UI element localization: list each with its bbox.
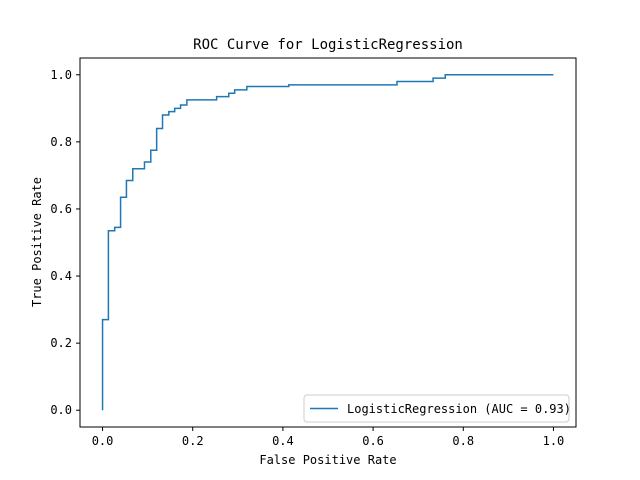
plot-frame	[79, 57, 577, 428]
legend-entry-label: LogisticRegression (AUC = 0.93)	[347, 402, 571, 416]
y-tick-label: 0.8	[50, 135, 72, 149]
x-tick-label: 0.4	[272, 434, 294, 448]
legend-box	[303, 394, 570, 423]
x-tick-label: 0.2	[182, 434, 204, 448]
y-tick-label: 0.4	[50, 269, 72, 283]
y-tick-label: 1.0	[50, 68, 72, 82]
x-tick-label: 0.8	[452, 434, 474, 448]
y-axis-label: True Positive Rate	[30, 177, 44, 307]
x-tick-label: 0.6	[362, 434, 384, 448]
plot-area: 0.0 0.2 0.4 0.6 0.8 1.0 0.0 0.2 0.4 0.6 0.8 1.0	[50, 57, 577, 448]
y-tick-label: 0.0	[50, 403, 72, 417]
x-tick-label: 1.0	[543, 434, 565, 448]
legend: LogisticRegression (AUC = 0.93)	[303, 394, 571, 423]
y-tick-label: 0.6	[50, 202, 72, 216]
roc-curve-line	[101, 74, 554, 411]
y-tick-label: 0.2	[50, 336, 72, 350]
chart-title: ROC Curve for LogisticRegression	[193, 37, 463, 53]
x-tick-label: 0.0	[92, 434, 114, 448]
x-axis-label: False Positive Rate	[259, 453, 396, 467]
